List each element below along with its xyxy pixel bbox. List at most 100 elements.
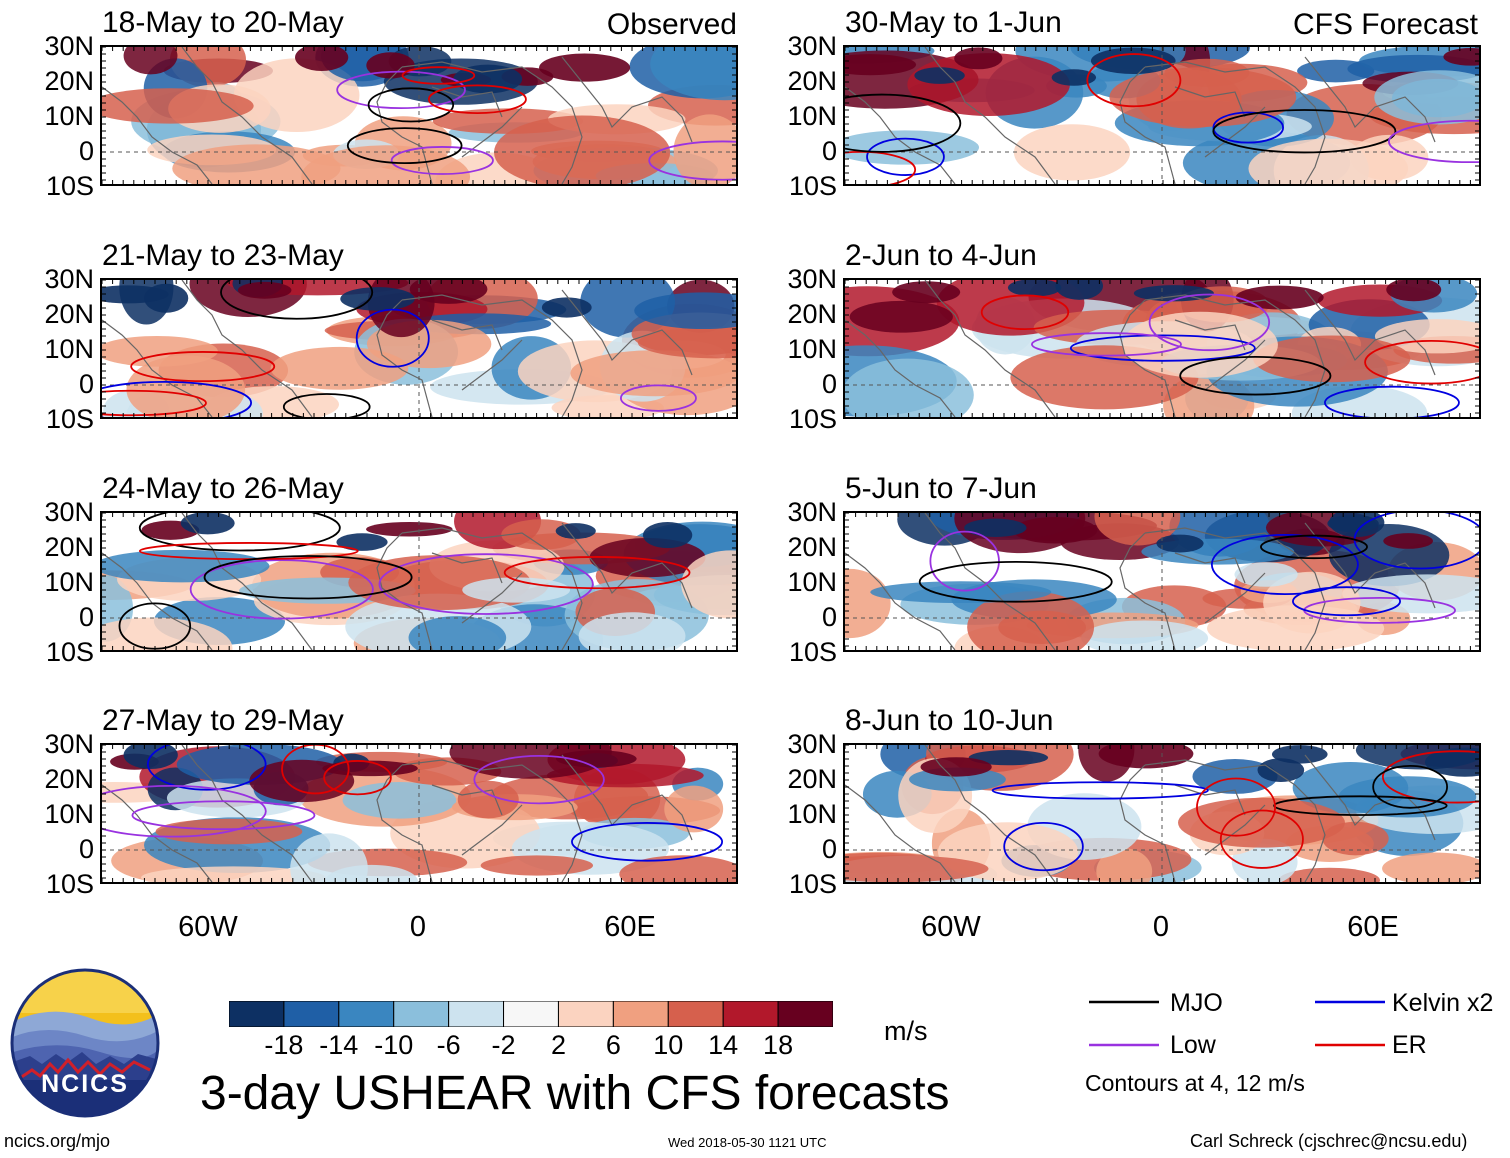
y-tick-label: 0 bbox=[78, 834, 94, 864]
contour-loop bbox=[648, 140, 736, 181]
shear-core bbox=[1386, 280, 1442, 302]
units-label: m/s bbox=[884, 1016, 928, 1046]
y-tick-label: 0 bbox=[78, 136, 94, 166]
contour-loop bbox=[1273, 795, 1448, 816]
y-tick-label: 10S bbox=[788, 637, 837, 667]
coastline bbox=[1304, 289, 1436, 376]
legend-mjo: MJO bbox=[1170, 989, 1223, 1017]
coastline bbox=[376, 764, 433, 882]
contour-loop bbox=[1324, 385, 1460, 417]
colorbar-swatches bbox=[228, 1000, 834, 1028]
contour-loop bbox=[1031, 332, 1182, 357]
coastline bbox=[461, 804, 523, 856]
shear-core bbox=[1443, 47, 1479, 66]
frame-ticks bbox=[102, 280, 736, 417]
shear-anomaly bbox=[870, 581, 1052, 604]
contour-loop bbox=[323, 760, 392, 796]
shear-core bbox=[295, 47, 349, 72]
y-tick-label: 10S bbox=[788, 171, 837, 201]
panel-title: 21-May to 23-May bbox=[102, 239, 344, 272]
colorbar-tick-label: -14 bbox=[319, 1030, 359, 1060]
shear-core bbox=[1235, 285, 1324, 310]
shear-anomaly bbox=[1374, 70, 1479, 125]
shear-anomaly bbox=[681, 550, 736, 619]
colorbar-swatch bbox=[557, 1000, 614, 1028]
contour-loop bbox=[346, 127, 463, 165]
contour-loop bbox=[991, 781, 1209, 800]
y-tick-label: 0 bbox=[821, 602, 837, 632]
contour-loop bbox=[1196, 777, 1277, 837]
contour-loop bbox=[1364, 340, 1479, 385]
colorbar-swatch bbox=[777, 1000, 834, 1028]
contour-loop bbox=[1212, 111, 1284, 144]
colorbar-swatch bbox=[228, 1000, 285, 1028]
shear-anomaly bbox=[673, 114, 736, 184]
coastline bbox=[924, 47, 1056, 184]
shear-anomaly bbox=[664, 785, 724, 833]
contour-loop bbox=[845, 151, 917, 184]
colorbar-tick-label: -10 bbox=[374, 1030, 414, 1060]
map-panel bbox=[843, 743, 1481, 884]
frame-ticks bbox=[845, 47, 1479, 184]
coastline bbox=[431, 86, 503, 118]
coastline bbox=[431, 552, 503, 584]
colorbar-tick-label: -18 bbox=[264, 1030, 304, 1060]
frame-ticks bbox=[102, 47, 736, 184]
contour-loop bbox=[1372, 764, 1448, 809]
contour-loop bbox=[282, 393, 371, 417]
shear-core bbox=[1156, 534, 1204, 553]
coastline bbox=[1174, 784, 1246, 816]
observed-label: Observed bbox=[606, 8, 737, 41]
y-tick-label: 10N bbox=[44, 334, 94, 364]
map-panel bbox=[100, 45, 738, 186]
x-tick-60w-right: 60W bbox=[921, 911, 981, 943]
shear-core bbox=[555, 750, 637, 768]
shear-anomaly bbox=[290, 833, 368, 882]
coastline bbox=[1119, 764, 1176, 882]
colorbar-swatch bbox=[503, 1000, 559, 1028]
coastline bbox=[845, 784, 956, 882]
contour-loop bbox=[131, 800, 316, 831]
footer-url[interactable]: ncics.org/mjo bbox=[4, 1131, 111, 1151]
map-panel bbox=[100, 511, 738, 652]
coastline bbox=[401, 759, 583, 882]
y-tick-label: 10N bbox=[787, 334, 837, 364]
contour-loop bbox=[1388, 119, 1479, 164]
coastline bbox=[401, 61, 583, 184]
shear-core bbox=[1051, 69, 1097, 86]
legend-er: ER bbox=[1392, 1031, 1427, 1059]
coastline bbox=[102, 86, 213, 184]
coastline bbox=[1204, 804, 1266, 856]
frame-ticks bbox=[102, 745, 736, 882]
contour-loop bbox=[102, 784, 267, 838]
shear-anomaly bbox=[494, 115, 671, 184]
y-tick-label: 20N bbox=[787, 764, 837, 794]
y-tick-label: 10S bbox=[788, 404, 837, 434]
shear-anomaly bbox=[845, 130, 980, 165]
coastline bbox=[461, 572, 523, 624]
forecast-label: CFS Forecast bbox=[1292, 8, 1478, 41]
shear-core bbox=[968, 750, 1049, 766]
x-tick-60w-left: 60W bbox=[178, 911, 238, 943]
colorbar-tick-label: -2 bbox=[491, 1030, 516, 1060]
colorbar-swatch bbox=[612, 1000, 669, 1028]
x-tick-0-right: 0 bbox=[1152, 911, 1170, 943]
shear-core bbox=[1383, 533, 1433, 549]
ncics-logo: NCICS bbox=[10, 968, 160, 1118]
panel-title: 5-Jun to 7-Jun bbox=[845, 472, 1037, 505]
shear-core bbox=[409, 280, 488, 304]
colorbar bbox=[228, 1000, 834, 1028]
shear-anomaly bbox=[1322, 821, 1389, 856]
y-tick-label: 30N bbox=[44, 31, 94, 61]
colorbar-tick-label: -6 bbox=[436, 1030, 461, 1060]
shear-anomaly bbox=[1278, 867, 1380, 882]
shear-field bbox=[845, 47, 1479, 184]
shear-field bbox=[102, 513, 736, 650]
coastline bbox=[561, 289, 693, 376]
contour-loop bbox=[845, 93, 962, 153]
coastline bbox=[102, 319, 213, 417]
y-tick-label: 0 bbox=[821, 136, 837, 166]
coastline bbox=[1304, 522, 1436, 609]
coastline bbox=[1119, 66, 1176, 184]
contour-loop bbox=[281, 745, 350, 795]
